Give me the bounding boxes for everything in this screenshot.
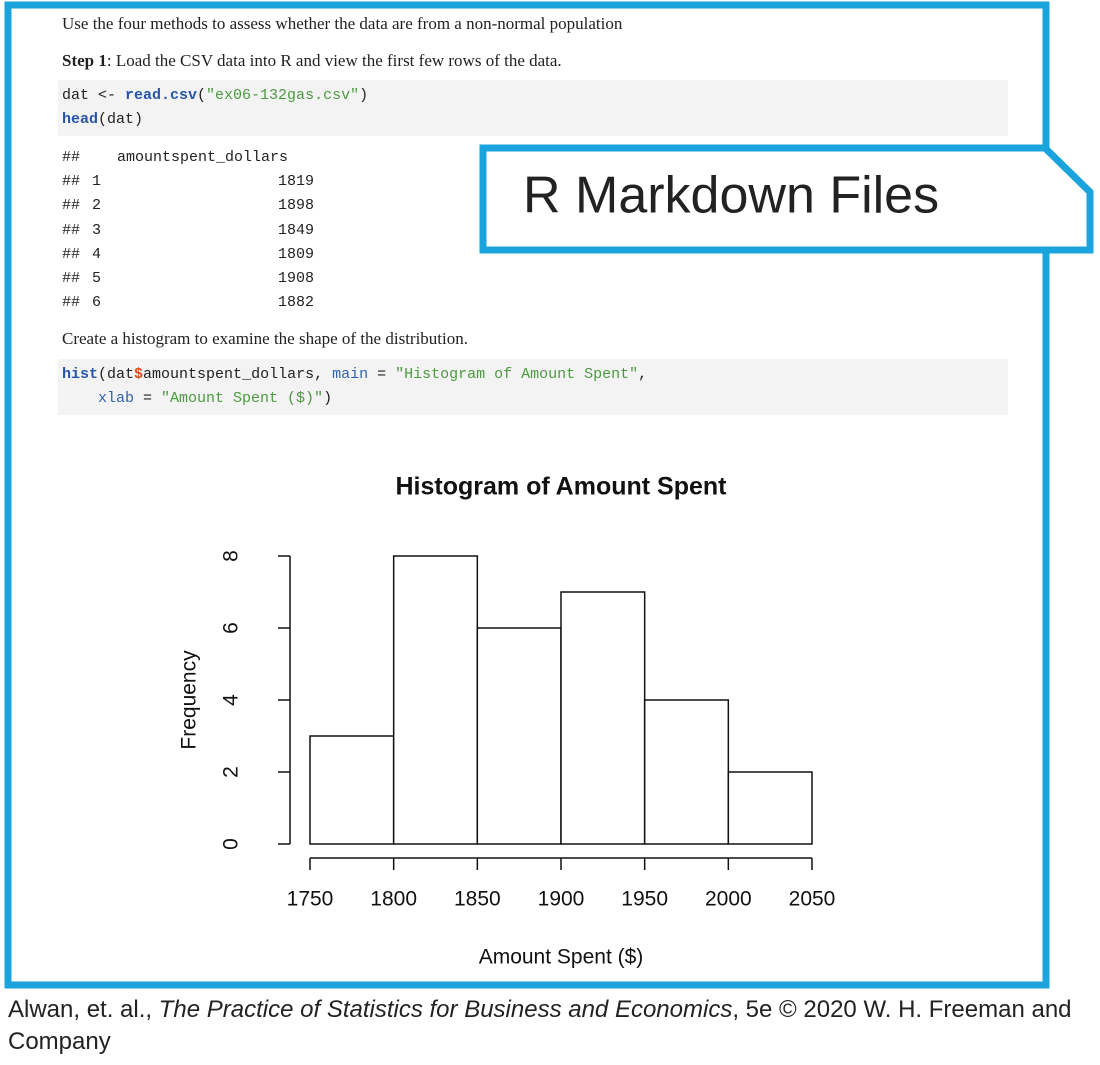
code-token: main: [332, 366, 369, 383]
x-tick-label: 2000: [705, 888, 752, 911]
y-tick-label: 6: [220, 622, 243, 634]
y-tick-label: 2: [220, 766, 243, 778]
x-tick-label: 1950: [621, 888, 668, 911]
code-token: (: [197, 87, 207, 104]
code-token: dat <-: [62, 87, 126, 104]
row-value: 1809: [277, 245, 314, 263]
footer-title: The Practice of Statistics for Business …: [158, 996, 733, 1023]
footer: Alwan, et. al., The Practice of Statisti…: [8, 994, 1093, 1058]
bar: [727, 771, 813, 845]
bar: [476, 627, 562, 845]
row-value: 1819: [277, 173, 314, 191]
code-token: amountspent_dollars,: [143, 366, 333, 383]
row-index: 5: [92, 270, 102, 287]
output-prefix: ##: [62, 294, 81, 312]
footer-prefix: Alwan, et. al.,: [8, 996, 159, 1023]
code-token: hist: [62, 366, 99, 383]
code-line: xlab = "Amount Spent ($)"): [62, 387, 1008, 411]
row-index: 2: [92, 197, 102, 215]
row-index: 4: [92, 245, 102, 263]
code-token: =: [368, 366, 396, 383]
code-token: "ex06-132gas.csv": [206, 87, 360, 104]
histogram: Histogram of Amount Spent Amount Spent ($…: [178, 473, 836, 969]
code-token: =: [134, 390, 162, 407]
code-token: xlab: [98, 390, 135, 407]
row-index: 3: [92, 221, 102, 239]
output-prefix: ##: [62, 270, 81, 287]
output-prefix: ##: [62, 197, 81, 215]
output-prefix: ##: [62, 173, 81, 191]
code-line: hist(dat$amountspent_dollars, main = "Hi…: [62, 363, 1008, 387]
y-tick-label: 8: [220, 550, 243, 562]
code-token: (dat: [98, 366, 135, 383]
x-axis-label: Amount Spent ($): [479, 946, 644, 969]
code-block: hist(dat$amountspent_dollars, main = "Hi…: [58, 359, 1008, 415]
code-line: dat <- read.csv("ex06-132gas.csv"): [62, 84, 1008, 108]
output-header: amountspent_dollars: [117, 149, 289, 166]
bar: [643, 699, 730, 845]
code-token: $: [134, 366, 144, 383]
intro: Use the four methods to assess whether t…: [62, 14, 623, 33]
y-axis-label: Frequency: [178, 650, 201, 750]
footer-suffix: , 5e © 2020 W. H. Freeman and Company: [8, 996, 1072, 1055]
y-tick-label: 0: [220, 838, 243, 850]
step1: Step 1: Load the CSV data into R and vie…: [62, 51, 562, 71]
x-tick-label: 1900: [538, 888, 585, 911]
row-value: 1882: [277, 294, 314, 312]
bar: [560, 591, 646, 845]
bar: [309, 735, 395, 845]
step-text: : Load the CSV data into R and view the …: [106, 51, 562, 70]
output-prefix: ##: [62, 245, 81, 263]
code-token: "Amount Spent ($)": [161, 390, 324, 407]
step-label: Step 1: [62, 51, 107, 70]
x-tick-label: 1750: [287, 888, 334, 911]
output-prefix: ##: [62, 149, 81, 166]
row-value: 1898: [277, 197, 314, 215]
code-token: head: [62, 111, 99, 128]
code-token: ,: [638, 366, 648, 383]
code-token: (dat): [98, 111, 144, 128]
code-token: "Histogram of Amount Spent": [395, 366, 639, 383]
chart-title: Histogram of Amount Spent: [395, 473, 727, 501]
output-prefix: ##: [62, 221, 81, 239]
row-index: 6: [92, 294, 102, 312]
frame: [4, 1, 1050, 989]
y-tick-label: 4: [220, 694, 243, 706]
row-value: 1908: [277, 270, 314, 287]
code-line: head(dat): [62, 108, 1008, 132]
x-tick-label: 2050: [789, 888, 836, 911]
row-value: 1849: [277, 221, 314, 239]
code-token: read.csv: [125, 87, 198, 104]
code-token: ): [323, 390, 333, 407]
row-index: 1: [92, 173, 102, 191]
step2: Create a histogram to examine the shape …: [62, 329, 468, 348]
x-tick-label: 1800: [370, 888, 417, 911]
bar: [392, 555, 479, 845]
x-tick-label: 1850: [454, 888, 501, 911]
code-block: dat <- read.csv("ex06-132gas.csv") head(d…: [58, 80, 1008, 136]
code-token: ): [359, 87, 369, 104]
